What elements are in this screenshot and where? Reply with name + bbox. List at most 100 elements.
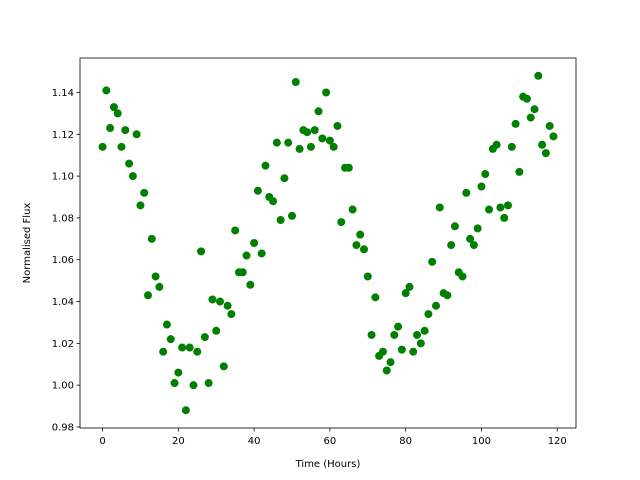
point (526, 113, 535, 122)
point (450, 222, 459, 231)
point (485, 205, 494, 214)
x-tick-label: 120 (548, 436, 567, 447)
point (303, 128, 312, 137)
point (367, 330, 376, 339)
point (216, 297, 225, 306)
point (469, 241, 478, 250)
point (291, 78, 300, 87)
x-axis-label: Time (Hours) (295, 459, 361, 470)
point (394, 322, 403, 331)
point (413, 330, 422, 339)
point (458, 272, 467, 281)
x-tick-label: 80 (399, 436, 412, 447)
point (106, 124, 115, 133)
point (500, 213, 509, 222)
point (318, 134, 327, 143)
point (166, 335, 175, 344)
point (174, 368, 183, 377)
point (466, 234, 475, 243)
y-axis-label: Normalised Flux (22, 203, 33, 284)
point (386, 358, 395, 367)
point (390, 330, 399, 339)
point (344, 163, 353, 172)
point (416, 339, 425, 348)
point (136, 201, 145, 210)
point (189, 381, 198, 390)
point (511, 119, 520, 128)
point (117, 142, 126, 151)
y-tick-label: 1.14 (52, 88, 74, 99)
point (219, 362, 228, 371)
y-tick-label: 1.06 (52, 255, 74, 266)
point (242, 251, 251, 260)
point (378, 347, 387, 356)
point (276, 216, 285, 225)
point (397, 345, 406, 354)
point (310, 126, 319, 135)
point (420, 326, 429, 335)
point (223, 301, 232, 310)
point (507, 142, 516, 151)
y-tick-label: 0.98 (52, 422, 74, 433)
point (140, 188, 149, 197)
point (98, 142, 107, 151)
point (538, 140, 547, 149)
point (238, 268, 247, 277)
point (431, 301, 440, 310)
point (284, 138, 293, 147)
point (382, 366, 391, 375)
point (477, 182, 486, 191)
point (162, 320, 171, 329)
point (204, 379, 213, 388)
point (113, 109, 122, 118)
point (250, 239, 259, 247)
point (102, 86, 111, 95)
y-tick-label: 1.00 (52, 381, 74, 392)
point (178, 343, 187, 352)
point (306, 142, 315, 151)
point (462, 188, 471, 197)
point (481, 170, 490, 179)
point (352, 241, 361, 250)
point (132, 130, 141, 139)
y-tick-label: 1.10 (52, 172, 74, 183)
point (541, 149, 550, 158)
point (522, 94, 531, 103)
point (435, 203, 444, 212)
point (534, 71, 543, 80)
point (227, 310, 236, 319)
point (545, 121, 554, 130)
point (269, 197, 278, 206)
point (337, 218, 346, 227)
point (212, 326, 221, 335)
x-tick-label: 60 (324, 436, 337, 447)
point (151, 272, 160, 281)
point (359, 245, 368, 254)
x-tick-label: 40 (248, 436, 261, 447)
y-tick-label: 1.12 (52, 130, 74, 141)
x-tick-label: 0 (99, 436, 105, 447)
point (170, 379, 179, 388)
point (322, 88, 331, 97)
point (121, 126, 130, 135)
point (496, 203, 505, 212)
point (314, 107, 323, 116)
point (356, 230, 365, 239)
point (128, 172, 137, 181)
point (200, 333, 209, 342)
point (492, 140, 501, 149)
point (246, 280, 255, 289)
point (295, 144, 304, 153)
point (261, 161, 270, 170)
x-tick-label: 100 (472, 436, 491, 447)
plot-frame (79, 57, 577, 429)
point (231, 226, 240, 235)
point (401, 289, 410, 298)
point (125, 159, 134, 168)
point (280, 174, 289, 183)
point (530, 105, 539, 114)
point (193, 347, 202, 356)
point (503, 201, 512, 210)
